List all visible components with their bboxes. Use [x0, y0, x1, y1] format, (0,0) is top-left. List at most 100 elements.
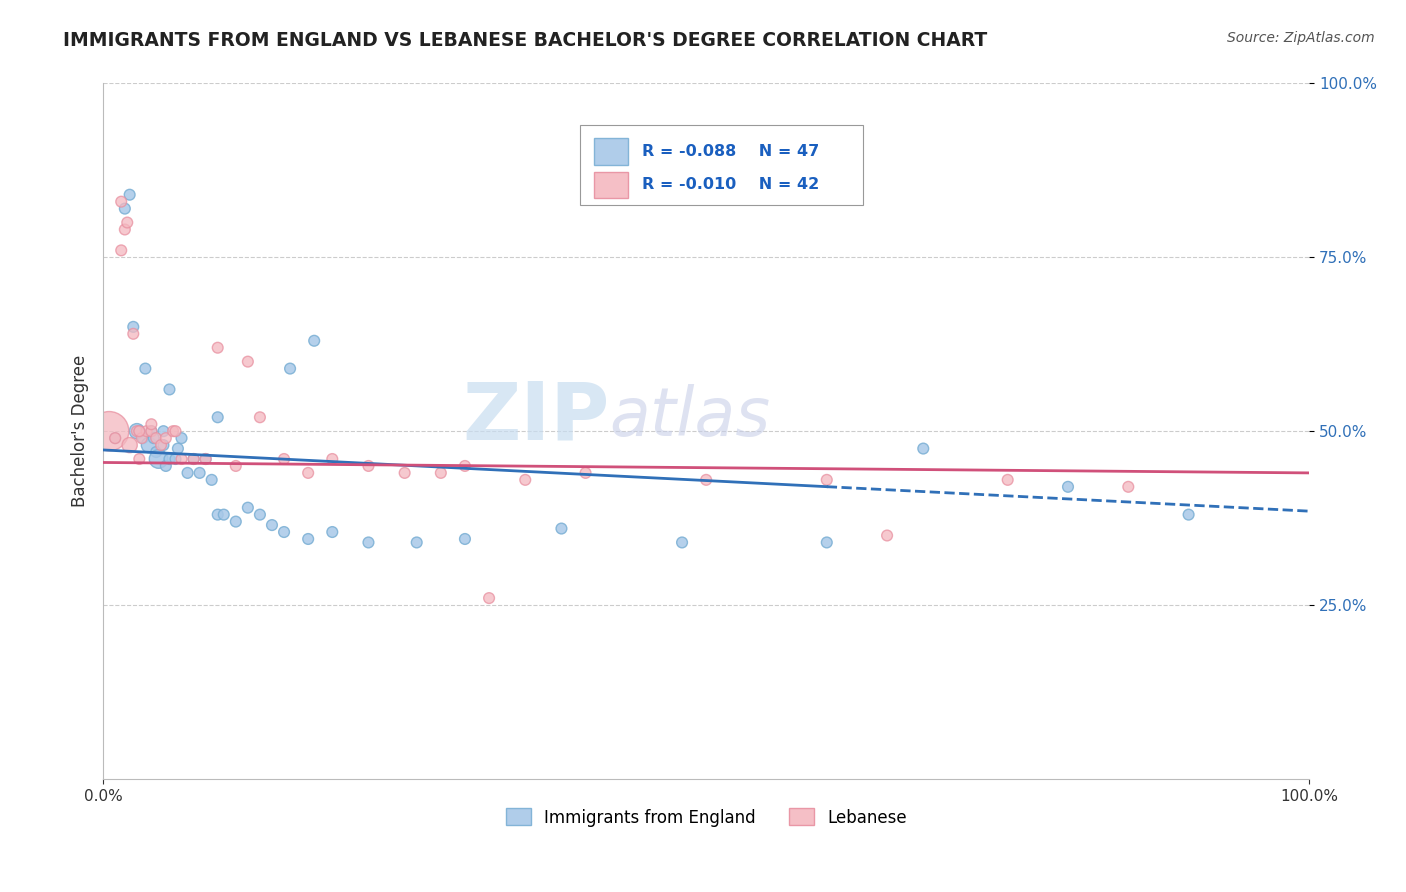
- Point: [574, 466, 596, 480]
- Point: [194, 452, 217, 467]
- Point: [145, 431, 167, 445]
- Point: [550, 522, 572, 536]
- Point: [876, 528, 898, 542]
- Point: [125, 424, 148, 438]
- Point: [188, 466, 211, 480]
- Point: [515, 473, 537, 487]
- Point: [114, 202, 136, 216]
- Bar: [593, 172, 627, 198]
- Point: [225, 515, 247, 529]
- Legend: Immigrants from England, Lebanese: Immigrants from England, Lebanese: [499, 802, 914, 833]
- Point: [152, 424, 174, 438]
- Text: Source: ZipAtlas.com: Source: ZipAtlas.com: [1227, 31, 1375, 45]
- Point: [134, 361, 156, 376]
- Point: [110, 244, 132, 258]
- Point: [201, 473, 224, 487]
- FancyBboxPatch shape: [579, 125, 863, 205]
- Point: [176, 466, 198, 480]
- Point: [148, 452, 170, 467]
- Point: [1116, 480, 1139, 494]
- Point: [273, 524, 295, 539]
- Point: [118, 438, 141, 452]
- Point: [132, 431, 155, 445]
- Point: [207, 508, 229, 522]
- Point: [695, 473, 717, 487]
- Point: [98, 424, 121, 438]
- Point: [152, 438, 174, 452]
- Point: [118, 187, 141, 202]
- Point: [128, 424, 150, 438]
- Point: [671, 535, 693, 549]
- Point: [150, 438, 173, 452]
- Point: [125, 424, 148, 438]
- Point: [141, 424, 163, 438]
- Point: [145, 445, 167, 459]
- Point: [128, 452, 150, 467]
- Point: [297, 532, 319, 546]
- Y-axis label: Bachelor's Degree: Bachelor's Degree: [72, 355, 89, 508]
- Point: [278, 361, 301, 376]
- Point: [141, 417, 163, 432]
- Bar: [593, 138, 627, 165]
- Point: [815, 473, 838, 487]
- Point: [236, 500, 259, 515]
- Point: [183, 452, 205, 467]
- Point: [159, 452, 181, 467]
- Point: [249, 410, 271, 425]
- Point: [117, 215, 139, 229]
- Point: [357, 535, 380, 549]
- Text: atlas: atlas: [610, 384, 770, 450]
- Point: [104, 431, 127, 445]
- Point: [162, 424, 184, 438]
- Point: [207, 410, 229, 425]
- Point: [225, 458, 247, 473]
- Point: [122, 326, 145, 341]
- Point: [394, 466, 416, 480]
- Point: [138, 438, 160, 452]
- Point: [478, 591, 501, 606]
- Point: [212, 508, 235, 522]
- Point: [207, 341, 229, 355]
- Point: [155, 458, 177, 473]
- Point: [165, 452, 187, 467]
- Point: [302, 334, 325, 348]
- Point: [183, 452, 205, 467]
- Point: [454, 458, 477, 473]
- Text: R = -0.088    N = 47: R = -0.088 N = 47: [643, 145, 820, 159]
- Point: [110, 194, 132, 209]
- Point: [997, 473, 1019, 487]
- Point: [165, 424, 187, 438]
- Point: [357, 458, 380, 473]
- Point: [1177, 508, 1199, 522]
- Point: [128, 424, 150, 438]
- Point: [167, 442, 190, 456]
- Point: [159, 383, 181, 397]
- Text: IMMIGRANTS FROM ENGLAND VS LEBANESE BACHELOR'S DEGREE CORRELATION CHART: IMMIGRANTS FROM ENGLAND VS LEBANESE BACH…: [63, 31, 987, 50]
- Point: [114, 222, 136, 236]
- Point: [297, 466, 319, 480]
- Point: [131, 431, 153, 445]
- Text: R = -0.010    N = 42: R = -0.010 N = 42: [643, 178, 820, 193]
- Point: [249, 508, 271, 522]
- Point: [236, 354, 259, 368]
- Point: [430, 466, 453, 480]
- Point: [405, 535, 427, 549]
- Point: [321, 452, 343, 467]
- Point: [122, 319, 145, 334]
- Point: [155, 431, 177, 445]
- Point: [141, 424, 163, 438]
- Point: [321, 524, 343, 539]
- Point: [135, 424, 157, 438]
- Point: [170, 452, 193, 467]
- Point: [104, 431, 127, 445]
- Point: [142, 431, 165, 445]
- Point: [170, 431, 193, 445]
- Point: [1057, 480, 1080, 494]
- Point: [260, 518, 283, 533]
- Point: [273, 452, 295, 467]
- Text: ZIP: ZIP: [463, 378, 610, 457]
- Point: [912, 442, 935, 456]
- Point: [815, 535, 838, 549]
- Point: [194, 452, 217, 467]
- Point: [454, 532, 477, 546]
